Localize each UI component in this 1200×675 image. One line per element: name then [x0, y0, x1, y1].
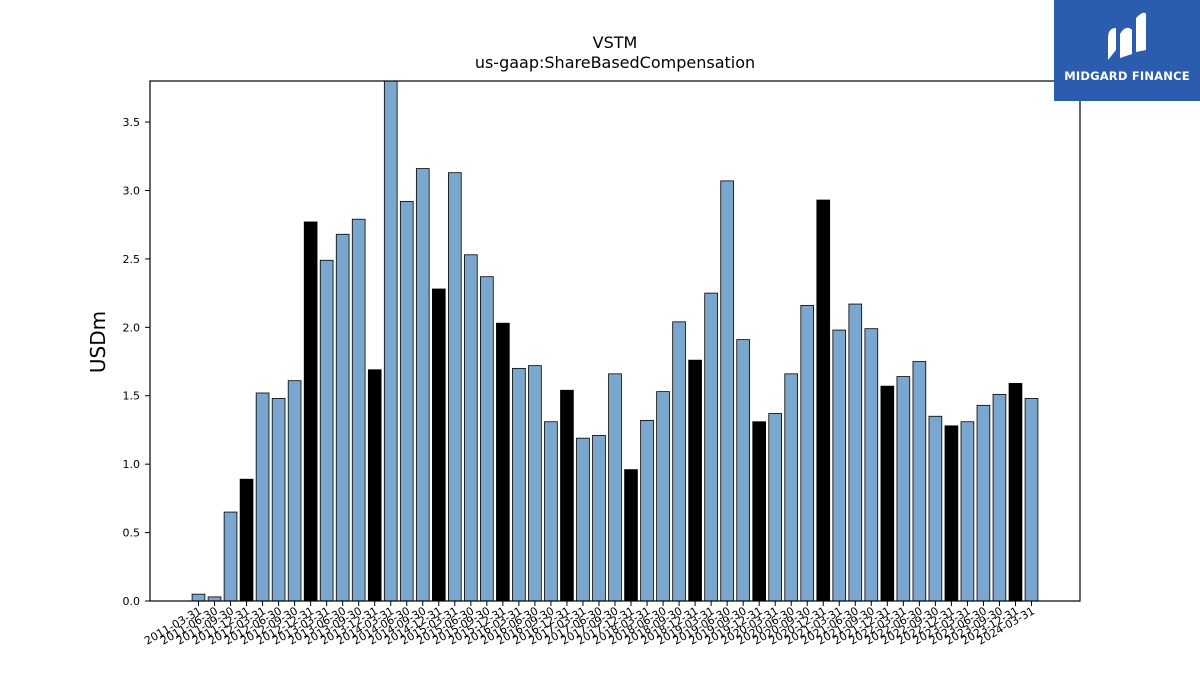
bar-2011-09-30 [223, 511, 238, 602]
bar-2023-09-30 [992, 393, 1007, 602]
bar-2015-03-31 [447, 172, 462, 602]
bar-2014-12-31 [431, 288, 446, 602]
bar-2022-03-31 [896, 376, 911, 602]
bar-2011-03-31 [191, 593, 206, 602]
bar-2018-09-30 [672, 321, 686, 602]
chart-title: VSTM [593, 33, 638, 52]
bar-2017-03-31 [576, 437, 590, 602]
bar-2017-06-30 [592, 435, 606, 602]
y-axis: 0.0 0.5 1.0 1.5 2.0 2.5 3.0 3.5 [123, 116, 150, 608]
bar-2014-09-30 [415, 168, 430, 602]
bar-2020-06-30 [784, 373, 799, 602]
bar-2023-12-31 [1008, 383, 1023, 602]
logo-mark-icon [1108, 12, 1146, 60]
y-tick-label: 3.5 [123, 116, 141, 129]
bar-2011-06-30 [207, 596, 222, 602]
bar-2018-03-31 [640, 419, 654, 602]
bar-2021-03-31 [832, 329, 847, 602]
bar-2023-06-30 [976, 404, 991, 602]
bar-2019-03-31 [704, 292, 718, 602]
bar-2017-09-30 [608, 373, 622, 602]
y-tick-label: 0.0 [123, 595, 141, 608]
bar-2018-06-30 [656, 391, 670, 602]
bar-2018-12-31 [688, 359, 702, 602]
logo-text: MIDGARD FINANCE [1064, 69, 1190, 83]
bar-2013-03-31 [319, 259, 334, 602]
bar-2019-12-31 [752, 421, 766, 602]
bar-2016-12-31 [560, 389, 574, 602]
bar-2012-03-31 [255, 392, 270, 602]
chart-subtitle: us-gaap:ShareBasedCompensation [475, 53, 755, 72]
bar-2022-09-30 [928, 415, 943, 602]
bar-2020-03-31 [768, 413, 783, 602]
y-tick-label: 1.0 [123, 458, 141, 471]
bar-2021-06-30 [848, 303, 863, 602]
bar-2021-09-30 [864, 328, 879, 602]
bar-2021-12-31 [880, 385, 895, 602]
y-tick-label: 2.0 [123, 321, 141, 334]
bar-2023-03-31 [960, 421, 975, 602]
bar-2013-06-30 [335, 233, 350, 602]
bar-2012-09-30 [287, 380, 302, 602]
bar-2012-06-30 [271, 398, 286, 602]
y-tick-label: 3.0 [123, 184, 141, 197]
y-axis-label: USDm [86, 311, 110, 373]
bar-2015-06-30 [464, 254, 478, 602]
y-tick-label: 1.5 [123, 390, 141, 403]
bar-2019-09-30 [736, 339, 750, 602]
bar-2011-12-31 [239, 478, 254, 602]
bar-2015-12-31 [496, 322, 510, 602]
bar-2016-09-30 [544, 421, 558, 602]
bar-2014-03-31 [383, 80, 398, 602]
bar-2013-09-30 [351, 218, 366, 602]
bar-2024-03-31 [1024, 398, 1039, 602]
bar-2022-06-30 [912, 361, 927, 602]
bar-2019-06-30 [720, 180, 734, 602]
bar-2022-12-31 [944, 425, 959, 602]
y-tick-label: 0.5 [123, 527, 141, 540]
bar-series [191, 80, 1039, 602]
x-axis: 2011-03-312011-06-302011-09-302011-12-31… [142, 601, 1037, 648]
bar-2015-09-30 [480, 276, 494, 602]
bar-2020-09-30 [800, 305, 815, 602]
bar-2016-06-30 [528, 365, 542, 602]
midgard-finance-logo: MIDGARD FINANCE [1054, 0, 1200, 101]
bar-2020-12-31 [816, 199, 831, 602]
y-tick-label: 2.5 [123, 253, 141, 266]
bar-2013-12-31 [367, 369, 382, 602]
bar-2012-12-31 [303, 221, 318, 602]
bar-2014-06-30 [399, 201, 414, 602]
bar-2017-12-31 [624, 469, 638, 602]
bar-2016-03-31 [512, 367, 526, 602]
plot-frame [149, 80, 1081, 602]
